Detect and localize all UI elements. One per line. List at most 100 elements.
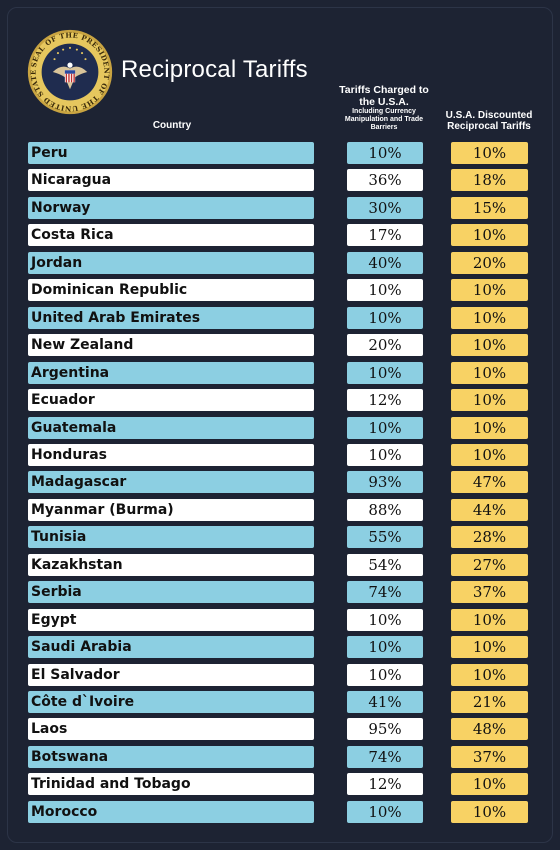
table-row: Dominican Republic 10% 10% [0,279,560,301]
table-row: El Salvador 10% 10% [0,664,560,686]
table-row: Saudi Arabia 10% 10% [0,636,560,658]
charged-tariff-cell: 88% [347,499,423,521]
charged-tariff-cell: 40% [347,252,423,274]
country-cell: Costa Rica [28,224,314,246]
table-row: Morocco 10% 10% [0,801,560,823]
country-cell: Serbia [28,581,314,603]
discounted-tariff-cell: 10% [451,224,528,246]
table-row: Nicaragua 36% 18% [0,169,560,191]
charged-tariff-cell: 10% [347,307,423,329]
discounted-tariff-cell: 37% [451,581,528,603]
table-row: Serbia 74% 37% [0,581,560,603]
charged-tariff-cell: 55% [347,526,423,548]
discounted-tariff-cell: 10% [451,609,528,631]
discounted-tariff-cell: 48% [451,718,528,740]
country-cell: Trinidad and Tobago [28,773,314,795]
charged-tariff-cell: 74% [347,581,423,603]
country-cell: Guatemala [28,417,314,439]
country-cell: Norway [28,197,314,219]
table-row: Côte d`Ivoire 41% 21% [0,691,560,713]
country-cell: Argentina [28,362,314,384]
table-row: Jordan 40% 20% [0,252,560,274]
discounted-tariff-cell: 27% [451,554,528,576]
charged-tariff-cell: 10% [347,417,423,439]
charged-tariff-cell: 93% [347,471,423,493]
charged-tariff-cell: 95% [347,718,423,740]
discounted-tariff-cell: 44% [451,499,528,521]
column-header-charged-note: Including Currency Manipulation and Trad… [344,108,424,132]
discounted-tariff-cell: 47% [451,471,528,493]
table-row: Norway 30% 15% [0,197,560,219]
table-row: United Arab Emirates 10% 10% [0,307,560,329]
charged-tariff-cell: 12% [347,389,423,411]
country-cell: Peru [28,142,314,164]
discounted-tariff-cell: 37% [451,746,528,768]
country-cell: Tunisia [28,526,314,548]
charged-tariff-cell: 10% [347,801,423,823]
country-cell: Saudi Arabia [28,636,314,658]
charged-tariff-cell: 17% [347,224,423,246]
discounted-tariff-cell: 10% [451,334,528,356]
table-row: Madagascar 93% 47% [0,471,560,493]
country-cell: Jordan [28,252,314,274]
country-cell: Egypt [28,609,314,631]
charged-tariff-cell: 10% [347,444,423,466]
country-cell: Ecuador [28,389,314,411]
discounted-tariff-cell: 10% [451,307,528,329]
discounted-tariff-cell: 10% [451,417,528,439]
table-row: Costa Rica 17% 10% [0,224,560,246]
table-row: Argentina 10% 10% [0,362,560,384]
charged-tariff-cell: 54% [347,554,423,576]
country-cell: El Salvador [28,664,314,686]
country-cell: Laos [28,718,314,740]
charged-tariff-cell: 10% [347,664,423,686]
discounted-tariff-cell: 15% [451,197,528,219]
column-header-charged: Tariffs Charged to the U.S.A. Including … [334,84,434,132]
table-row: Kazakhstan 54% 27% [0,554,560,576]
table-row: Botswana 74% 37% [0,746,560,768]
discounted-tariff-cell: 10% [451,142,528,164]
charged-tariff-cell: 10% [347,636,423,658]
country-cell: Honduras [28,444,314,466]
column-header-charged-label: Tariffs Charged to the U.S.A. [339,84,429,108]
discounted-tariff-cell: 10% [451,444,528,466]
charged-tariff-cell: 10% [347,279,423,301]
discounted-tariff-cell: 10% [451,801,528,823]
country-cell: Myanmar (Burma) [28,499,314,521]
table-row: Trinidad and Tobago 12% 10% [0,773,560,795]
charged-tariff-cell: 20% [347,334,423,356]
discounted-tariff-cell: 10% [451,636,528,658]
table-row: Laos 95% 48% [0,718,560,740]
charged-tariff-cell: 74% [347,746,423,768]
country-cell: Botswana [28,746,314,768]
discounted-tariff-cell: 18% [451,169,528,191]
country-cell: Côte d`Ivoire [28,691,314,713]
charged-tariff-cell: 12% [347,773,423,795]
discounted-tariff-cell: 21% [451,691,528,713]
country-cell: Kazakhstan [28,554,314,576]
page-frame [7,7,553,843]
discounted-tariff-cell: 10% [451,389,528,411]
table-row: Tunisia 55% 28% [0,526,560,548]
country-cell: United Arab Emirates [28,307,314,329]
charged-tariff-cell: 41% [347,691,423,713]
table-row: Ecuador 12% 10% [0,389,560,411]
column-header-discounted: U.S.A. Discounted Reciprocal Tariffs [445,110,533,132]
country-cell: Nicaragua [28,169,314,191]
table-row: New Zealand 20% 10% [0,334,560,356]
charged-tariff-cell: 30% [347,197,423,219]
discounted-tariff-cell: 10% [451,773,528,795]
charged-tariff-cell: 10% [347,142,423,164]
charged-tariff-cell: 36% [347,169,423,191]
table-row: Peru 10% 10% [0,142,560,164]
country-cell: Morocco [28,801,314,823]
table-row: Egypt 10% 10% [0,609,560,631]
table-row: Myanmar (Burma) 88% 44% [0,499,560,521]
country-cell: New Zealand [28,334,314,356]
country-cell: Madagascar [28,471,314,493]
discounted-tariff-cell: 10% [451,279,528,301]
table-row: Guatemala 10% 10% [0,417,560,439]
discounted-tariff-cell: 28% [451,526,528,548]
charged-tariff-cell: 10% [347,609,423,631]
country-cell: Dominican Republic [28,279,314,301]
